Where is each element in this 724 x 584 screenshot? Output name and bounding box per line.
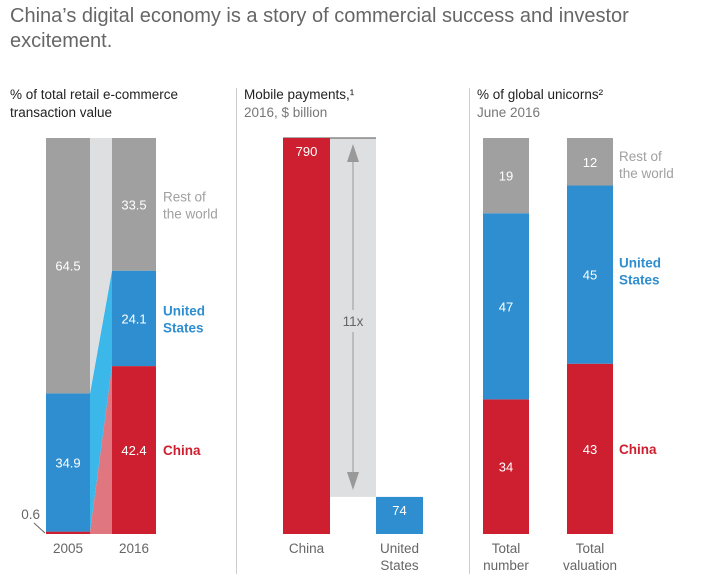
value-label: 64.5 [55, 259, 80, 274]
bar [376, 496, 423, 534]
legend-rest: the world [619, 166, 674, 181]
page-title: China’s digital economy is a story of co… [10, 5, 629, 52]
legend-us: States [619, 273, 660, 288]
bar-segment [567, 185, 613, 364]
value-label: 33.5 [121, 197, 146, 212]
bar-segment [483, 213, 529, 400]
value-label: 0.6 [21, 507, 40, 522]
legend-rest: Rest of [163, 189, 206, 204]
category-label: valuation [563, 558, 617, 573]
category-label: 2016 [119, 541, 149, 556]
value-label: 24.1 [121, 311, 146, 326]
legend-china: China [163, 443, 201, 458]
value-label: 12 [583, 155, 597, 170]
panel-divider [469, 88, 470, 574]
bar-segment [46, 138, 90, 394]
connector-band-us [90, 270, 112, 532]
value-label: 45 [583, 268, 597, 283]
bar-segment [567, 138, 613, 186]
value-label: 42.4 [121, 443, 146, 458]
bar-segment [46, 531, 90, 534]
bar-segment [483, 138, 529, 214]
bar [283, 138, 330, 534]
category-label: United [380, 541, 419, 556]
value-label: 47 [499, 299, 513, 314]
value-label: 790 [296, 144, 318, 159]
panel2-subtitle: 2016, $ billion [244, 105, 328, 120]
bar-segment [112, 270, 156, 367]
category-label: Total [492, 541, 521, 556]
category-label: States [380, 558, 419, 573]
legend-us: States [163, 320, 204, 335]
bar-segment [567, 363, 613, 534]
value-label: 34 [499, 460, 513, 475]
panel-divider [236, 88, 237, 574]
bar-segment [483, 399, 529, 534]
legend-us: United [619, 256, 661, 271]
panel3-subtitle: June 2016 [477, 105, 541, 120]
legend-china: China [619, 442, 657, 457]
arrow-up-icon [347, 144, 359, 162]
category-label: Total [576, 541, 605, 556]
leader-line [33, 522, 46, 534]
connector-band-china [90, 366, 112, 534]
value-label: 74 [392, 503, 406, 518]
multiplier-annotation: 11x [343, 314, 364, 329]
legend-rest: Rest of [619, 149, 662, 164]
arrow-down-icon [347, 472, 359, 490]
legend-us: United [163, 303, 205, 318]
panel2-title: Mobile payments,¹ [244, 87, 355, 102]
bar-segment [46, 393, 90, 532]
category-label: number [483, 558, 529, 573]
value-label: 19 [499, 169, 513, 184]
connector-band-rest [90, 138, 112, 394]
bar-segment [112, 138, 156, 271]
category-label: China [289, 541, 325, 556]
bar-segment [112, 366, 156, 534]
legend-rest: the world [163, 206, 218, 221]
value-label: 43 [583, 442, 597, 457]
panel3-title: % of global unicorns² [477, 87, 604, 102]
value-label: 34.9 [55, 456, 80, 471]
panel1-title: % of total retail e-commerce transaction… [10, 87, 179, 120]
category-label: 2005 [53, 541, 83, 556]
